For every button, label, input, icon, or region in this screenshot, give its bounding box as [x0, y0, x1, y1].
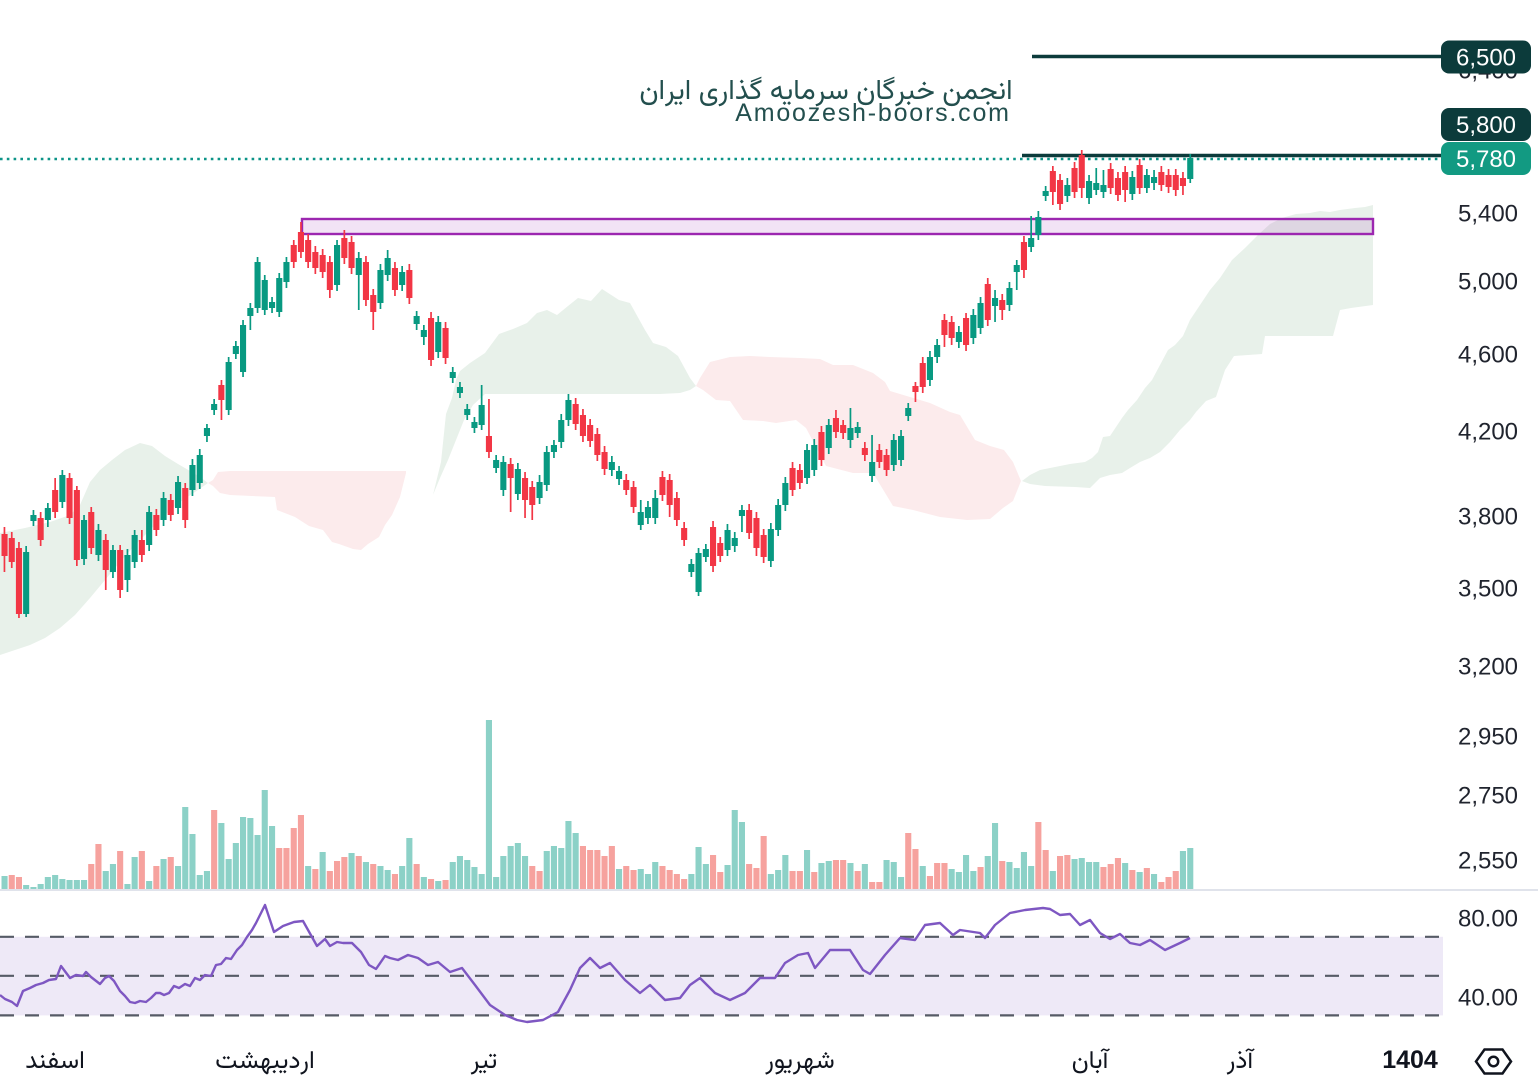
- svg-text:5,000: 5,000: [1458, 269, 1518, 296]
- svg-text:3,800: 3,800: [1458, 504, 1518, 531]
- svg-text:2,550: 2,550: [1458, 848, 1518, 875]
- svg-text:5,400: 5,400: [1458, 201, 1518, 228]
- svg-text:3,500: 3,500: [1458, 576, 1518, 603]
- svg-text:3,200: 3,200: [1458, 654, 1518, 681]
- svg-text:Amoozesh-boors.com: Amoozesh-boors.com: [735, 99, 1011, 127]
- svg-text:40.00: 40.00: [1458, 985, 1518, 1012]
- svg-text:2,750: 2,750: [1458, 783, 1518, 810]
- svg-text:6,500: 6,500: [1456, 45, 1516, 72]
- svg-text:5,780: 5,780: [1456, 146, 1516, 173]
- svg-text:4,200: 4,200: [1458, 419, 1518, 446]
- svg-text:80.00: 80.00: [1458, 906, 1518, 933]
- svg-text:2,950: 2,950: [1458, 724, 1518, 751]
- svg-text:4,600: 4,600: [1458, 342, 1518, 369]
- svg-text:1404: 1404: [1382, 1046, 1438, 1074]
- svg-text:5,800: 5,800: [1456, 112, 1516, 139]
